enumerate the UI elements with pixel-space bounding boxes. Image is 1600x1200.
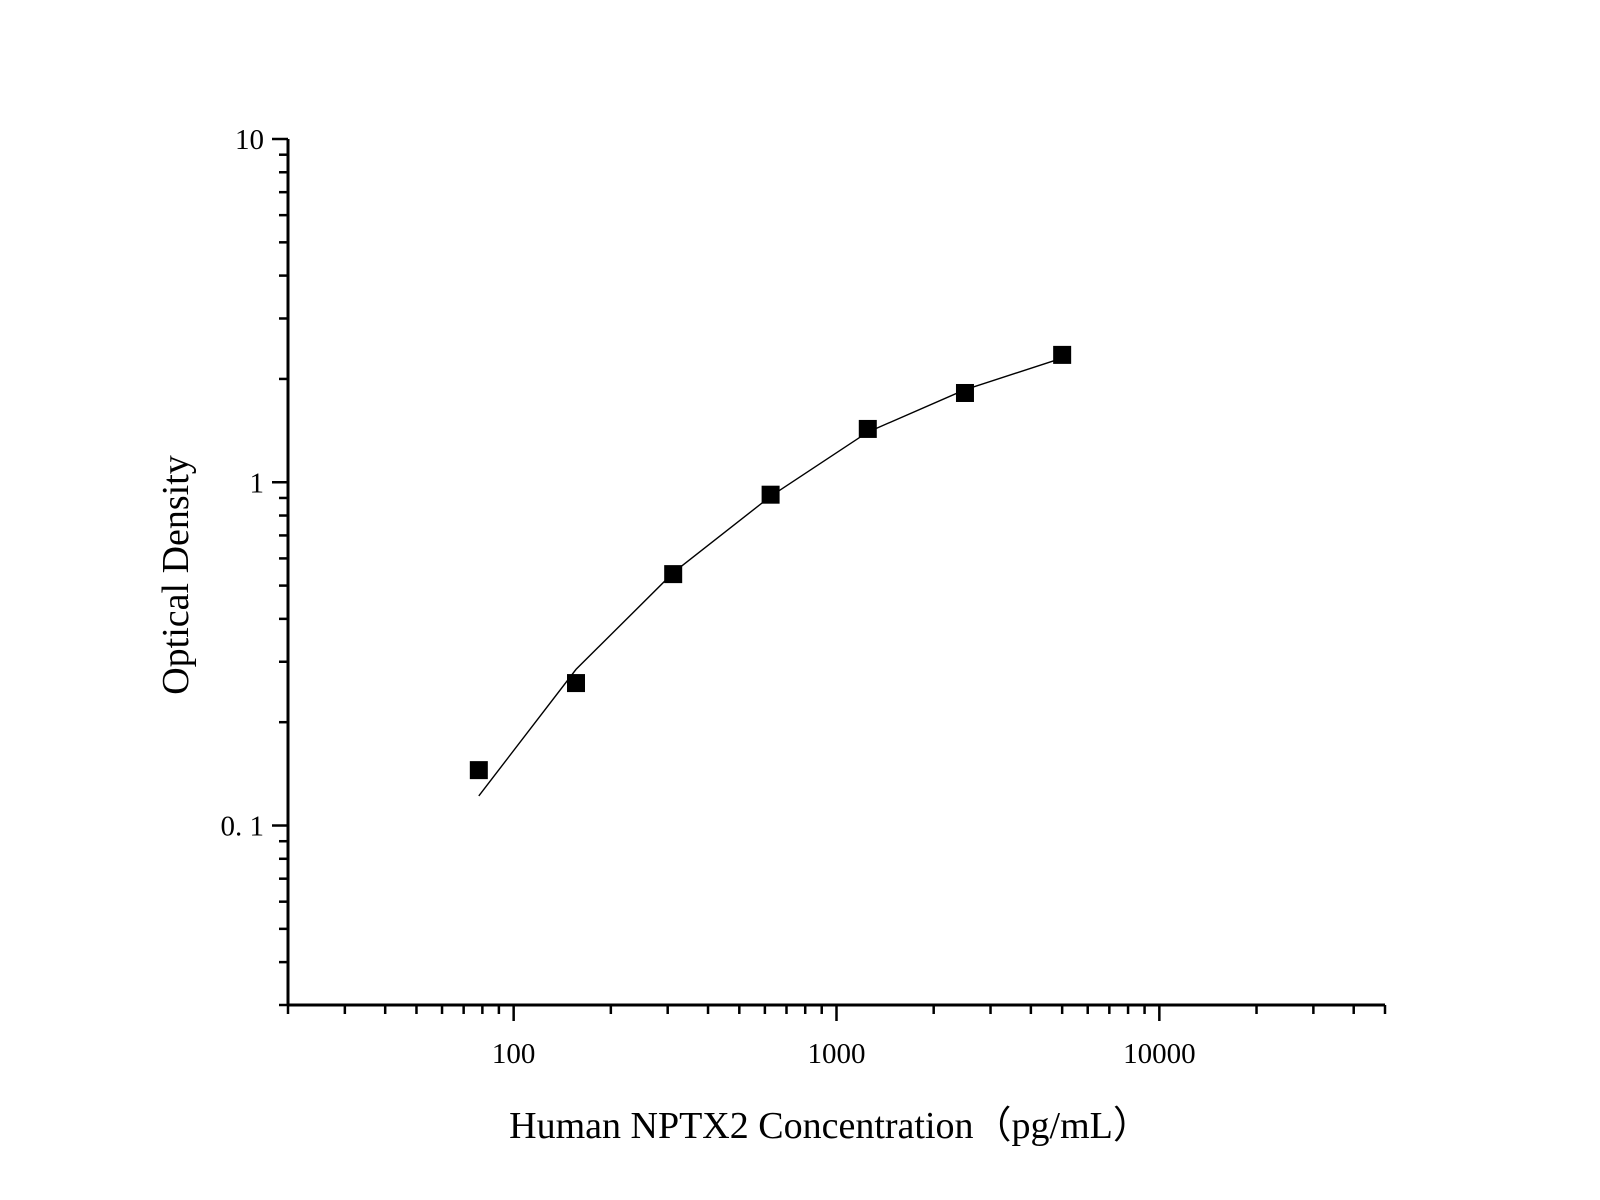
data-points-layer <box>469 345 1072 780</box>
y-tick-label: 10 <box>235 124 264 156</box>
x-tick-label: 1000 <box>808 1038 866 1070</box>
y-axis-title: Optical Density <box>155 455 197 695</box>
x-tick-label: 100 <box>492 1038 536 1070</box>
fit-curve-layer <box>478 357 1063 797</box>
axes: 100 1000 10000 0. 1 1 10 <box>221 124 1387 1070</box>
data-point <box>858 419 877 438</box>
data-point <box>955 383 974 402</box>
y-tick-label: 0. 1 <box>221 811 265 843</box>
data-point <box>567 674 586 693</box>
x-tick-label: 10000 <box>1123 1038 1196 1070</box>
data-point <box>469 761 488 780</box>
data-point <box>1053 345 1072 364</box>
y-tick-label: 1 <box>250 467 265 499</box>
x-axis-title: Human NPTX2 Concentration（pg/mL） <box>509 1105 1151 1147</box>
data-point <box>664 565 683 584</box>
fit-curve <box>478 357 1063 797</box>
data-point <box>761 485 780 504</box>
